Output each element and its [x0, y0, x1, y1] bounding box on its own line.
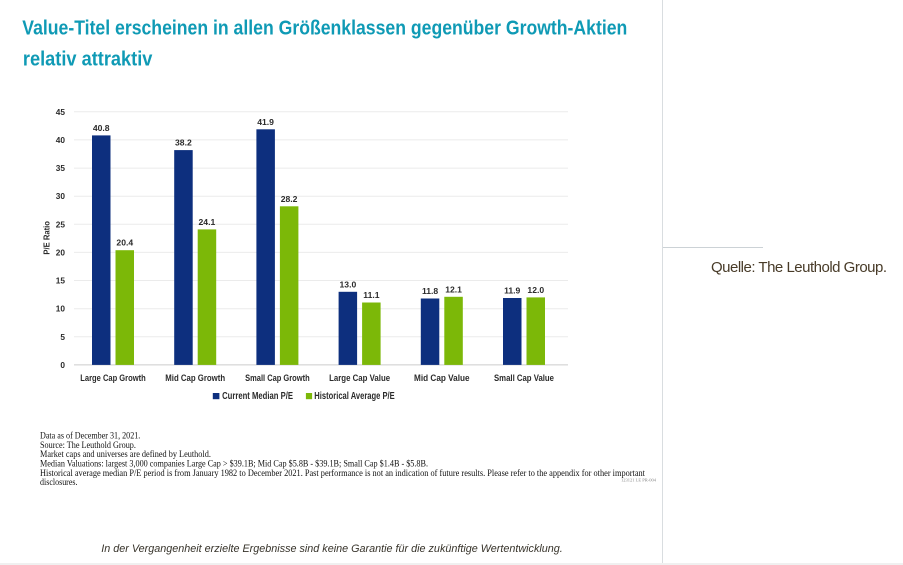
svg-text:40.8: 40.8: [93, 123, 110, 133]
svg-text:25: 25: [56, 219, 66, 229]
svg-text:Median Valuations: largest 3,: Median Valuations: largest 3,000 compani…: [40, 459, 428, 470]
svg-text:Value-Titel erscheinen in alle: Value-Titel erscheinen in allen Größenkl…: [22, 18, 627, 40]
svg-text:Mid Cap Growth: Mid Cap Growth: [165, 373, 225, 383]
svg-text:11.9: 11.9: [504, 286, 520, 296]
svg-text:10: 10: [56, 304, 66, 314]
svg-text:13.0: 13.0: [340, 279, 357, 289]
svg-text:11.8: 11.8: [422, 286, 438, 296]
svg-text:123121 LE PR-004: 123121 LE PR-004: [621, 478, 657, 483]
svg-text:40: 40: [56, 135, 66, 145]
svg-text:Mid Cap Value: Mid Cap Value: [414, 373, 470, 383]
svg-text:11.1: 11.1: [363, 290, 379, 300]
svg-text:28.2: 28.2: [281, 194, 298, 204]
svg-text:20.4: 20.4: [116, 238, 133, 248]
svg-text:38.2: 38.2: [175, 138, 192, 148]
svg-text:30: 30: [56, 191, 66, 201]
svg-text:Data as of December 31, 2021.: Data as of December 31, 2021.: [40, 431, 140, 442]
svg-text:12.0: 12.0: [527, 285, 544, 295]
svg-text:Large Cap Value: Large Cap Value: [329, 373, 390, 383]
svg-text:Historical Average P/E: Historical Average P/E: [314, 391, 394, 402]
svg-text:Small Cap Growth: Small Cap Growth: [245, 373, 310, 383]
svg-text:Large Cap Growth: Large Cap Growth: [80, 373, 145, 383]
svg-text:24.1: 24.1: [199, 217, 216, 227]
svg-text:Historical average median P/E: Historical average median P/E period is …: [40, 468, 645, 479]
svg-text:35: 35: [56, 163, 66, 173]
svg-text:41.9: 41.9: [257, 117, 274, 127]
svg-text:12.1: 12.1: [445, 284, 462, 294]
svg-text:disclosures.: disclosures.: [40, 478, 78, 488]
svg-text:relativ attraktiv: relativ attraktiv: [23, 49, 153, 71]
svg-text:5: 5: [60, 332, 65, 342]
svg-text:20: 20: [56, 247, 66, 257]
svg-text:P/E Ratio: P/E Ratio: [42, 221, 51, 255]
svg-text:Current Median P/E: Current Median P/E: [222, 391, 293, 402]
svg-text:Source: The Leuthold Group.: Source: The Leuthold Group.: [40, 441, 136, 451]
svg-text:15: 15: [56, 276, 66, 286]
svg-text:Market caps and universes are: Market caps and universes are defined by…: [40, 449, 211, 460]
svg-text:45: 45: [56, 107, 66, 117]
svg-text:0: 0: [60, 360, 65, 370]
svg-text:Small Cap Value: Small Cap Value: [494, 373, 554, 383]
